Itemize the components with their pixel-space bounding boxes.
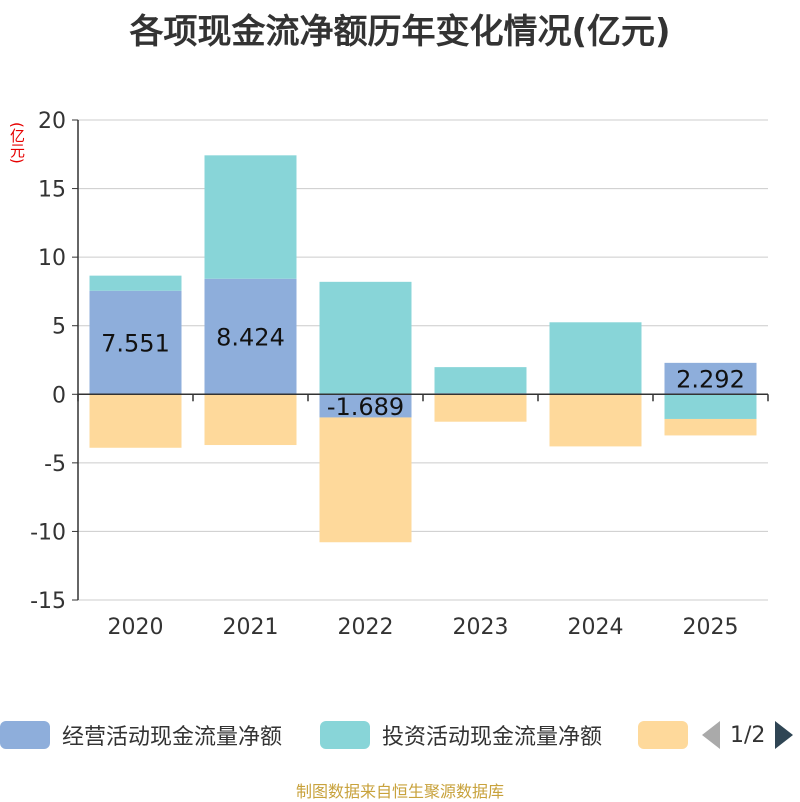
chart-plot: 20 15 10 5 0 -5 -10 -15 7.551 2020 8.424 2021 -1.689… [30, 109, 769, 640]
x-tick-label: 2022 [338, 615, 394, 640]
legend-item-financing[interactable] [638, 720, 700, 750]
prev-page-icon[interactable] [702, 721, 720, 749]
bar-2025-series1 [664, 394, 757, 419]
next-page-icon[interactable] [775, 721, 794, 749]
legend-item-operating[interactable]: 经营活动现金流量净额 [0, 720, 282, 750]
x-tick-label: 2023 [453, 615, 509, 640]
bar-2021-series0 [204, 278, 297, 395]
bar-2024-series1 [549, 322, 642, 394]
x-tick-label: 2021 [223, 615, 279, 640]
legend-swatch-operating [0, 721, 50, 749]
legend-page-indicator: 1/2 [730, 722, 766, 748]
x-tick-label: 2024 [568, 615, 624, 640]
legend-pager: 1/2 [702, 720, 794, 750]
bar-2020-series2 [89, 394, 182, 448]
y-tick-label: -15 [30, 589, 66, 614]
y-tick-label: 0 [52, 383, 66, 408]
bar-2025-series2 [664, 418, 757, 436]
legend-swatch-financing [638, 721, 688, 749]
data-label: 2.292 [676, 366, 745, 394]
data-label: 8.424 [216, 324, 285, 352]
x-tick-label: 2025 [683, 615, 739, 640]
bar-2022-series1 [319, 281, 412, 395]
legend: 经营活动现金流量净额 投资活动现金流量净额 1/2 [0, 712, 800, 756]
legend-label-operating: 经营活动现金流量净额 [62, 725, 283, 750]
y-tick-label: 20 [38, 109, 66, 134]
bar-2021-series2 [204, 394, 297, 446]
legend-swatch-investing [320, 721, 370, 749]
chart-title: 各项现金流净额历年变化情况(亿元) [129, 12, 671, 52]
x-tick-label: 2020 [108, 615, 164, 640]
y-axis-unit-label: (亿元) [8, 122, 26, 164]
bar-2021-series1 [204, 155, 297, 279]
legend-label-investing: 投资活动现金流量净额 [382, 725, 603, 750]
bar-2025-series0 [664, 362, 757, 395]
bar-2022-series2 [319, 417, 412, 543]
y-tick-label: -5 [44, 452, 66, 477]
y-tick-label: -10 [30, 520, 66, 545]
data-label: 7.551 [101, 330, 170, 358]
bar-2023-series2 [434, 394, 527, 422]
y-tick-label: 10 [38, 246, 66, 271]
data-label: -1.689 [327, 393, 404, 421]
legend-item-investing[interactable]: 投资活动现金流量净额 [320, 720, 602, 750]
y-tick-label: 15 [38, 178, 66, 203]
bar-2020-series0 [89, 290, 182, 395]
bar-2022-series0 [319, 394, 412, 418]
data-source-footer: 制图数据来自恒生聚源数据库 [295, 782, 504, 801]
bar-2023-series1 [434, 367, 527, 394]
y-tick-label: 5 [52, 315, 66, 340]
bar-2020-series1 [89, 275, 182, 291]
bar-2024-series2 [549, 394, 642, 447]
